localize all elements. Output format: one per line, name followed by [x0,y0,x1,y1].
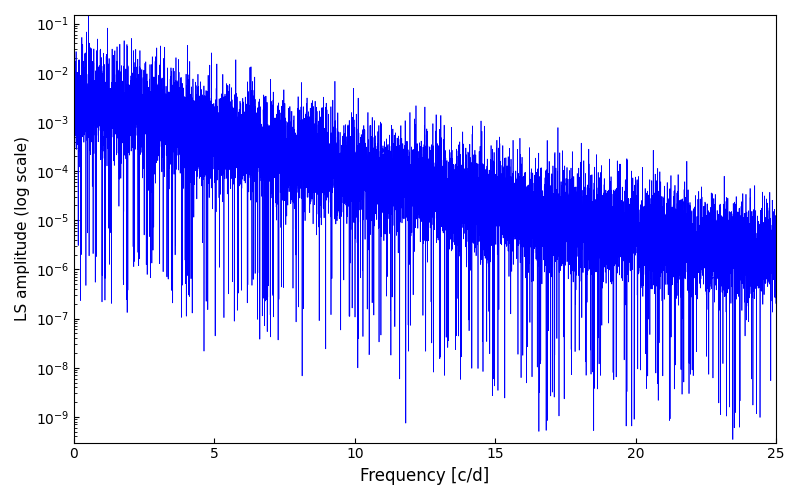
Y-axis label: LS amplitude (log scale): LS amplitude (log scale) [15,136,30,322]
X-axis label: Frequency [c/d]: Frequency [c/d] [361,467,490,485]
